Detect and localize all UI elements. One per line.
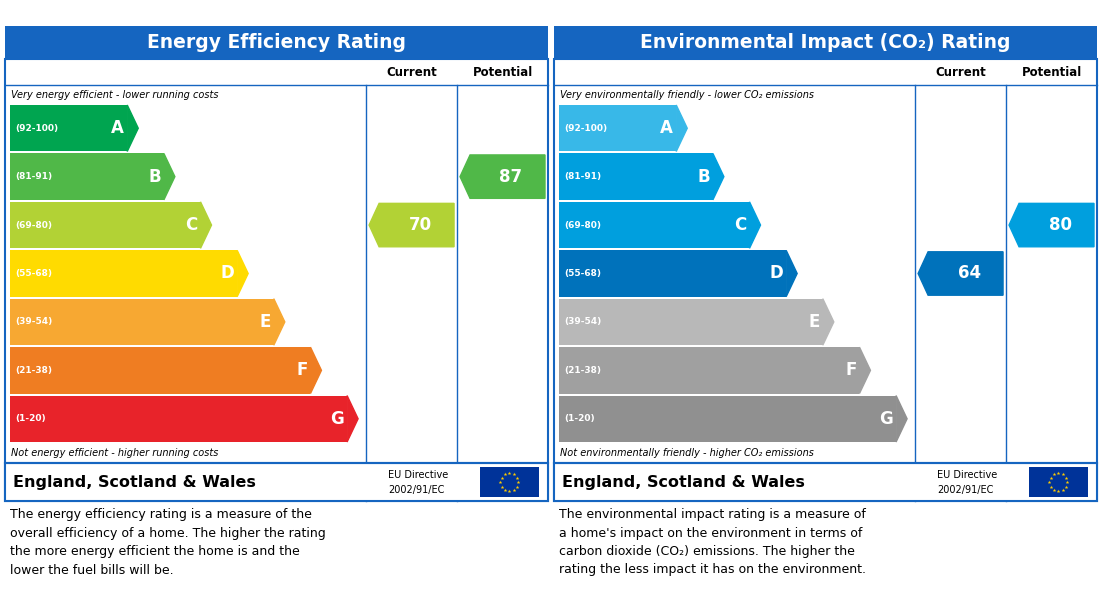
Polygon shape — [749, 202, 760, 248]
Text: Not energy efficient - higher running costs: Not energy efficient - higher running co… — [11, 448, 219, 458]
Text: 87: 87 — [499, 168, 522, 185]
Bar — [559, 105, 676, 152]
Text: 2002/91/EC: 2002/91/EC — [388, 485, 444, 495]
Text: (69-80): (69-80) — [15, 221, 52, 230]
Text: (1-20): (1-20) — [564, 415, 595, 423]
Bar — [10, 395, 348, 442]
Text: The environmental impact rating is a measure of
a home's impact on the environme: The environmental impact rating is a mea… — [559, 508, 866, 577]
Bar — [554, 26, 1097, 59]
Polygon shape — [200, 202, 211, 248]
Text: 70: 70 — [408, 216, 431, 234]
Polygon shape — [859, 347, 870, 394]
Text: E: E — [260, 313, 271, 331]
Text: (92-100): (92-100) — [15, 124, 58, 132]
Text: (39-54): (39-54) — [15, 317, 53, 326]
Bar — [559, 202, 749, 248]
Text: Not environmentally friendly - higher CO₂ emissions: Not environmentally friendly - higher CO… — [560, 448, 814, 458]
Bar — [10, 250, 238, 297]
Text: 64: 64 — [957, 264, 980, 283]
Polygon shape — [676, 105, 688, 152]
Text: G: G — [879, 410, 893, 428]
Text: C: C — [735, 216, 747, 234]
Bar — [559, 395, 896, 442]
Text: B: B — [697, 168, 710, 185]
Bar — [559, 153, 713, 200]
Polygon shape — [896, 395, 907, 442]
Bar — [480, 467, 539, 497]
Text: Potential: Potential — [472, 65, 532, 78]
Text: Environmental Impact (CO₂) Rating: Environmental Impact (CO₂) Rating — [640, 33, 1011, 52]
Bar — [10, 202, 200, 248]
Bar — [559, 250, 786, 297]
Bar — [10, 105, 128, 152]
Text: (69-80): (69-80) — [564, 221, 601, 230]
Text: England, Scotland & Wales: England, Scotland & Wales — [562, 474, 805, 490]
Bar — [10, 153, 164, 200]
Bar — [10, 347, 310, 394]
Text: E: E — [808, 313, 820, 331]
Polygon shape — [128, 105, 139, 152]
Text: C: C — [185, 216, 198, 234]
Text: Current: Current — [935, 65, 986, 78]
Text: B: B — [148, 168, 161, 185]
Polygon shape — [274, 299, 285, 345]
Polygon shape — [786, 250, 798, 297]
Text: Current: Current — [386, 65, 437, 78]
Text: (55-68): (55-68) — [564, 269, 601, 278]
Bar — [554, 59, 1097, 501]
Text: England, Scotland & Wales: England, Scotland & Wales — [13, 474, 256, 490]
Text: (55-68): (55-68) — [15, 269, 52, 278]
Polygon shape — [164, 153, 175, 200]
Polygon shape — [823, 299, 834, 345]
Text: (92-100): (92-100) — [564, 124, 607, 132]
Text: (1-20): (1-20) — [15, 415, 45, 423]
Text: (81-91): (81-91) — [15, 172, 52, 181]
Bar — [559, 299, 823, 345]
Text: EU Directive: EU Directive — [388, 470, 448, 480]
Text: Energy Efficiency Rating: Energy Efficiency Rating — [147, 33, 406, 52]
Polygon shape — [238, 250, 249, 297]
Bar — [6, 463, 548, 501]
Polygon shape — [713, 153, 724, 200]
Text: G: G — [330, 410, 344, 428]
Text: EU Directive: EU Directive — [937, 470, 997, 480]
Text: 80: 80 — [1048, 216, 1071, 234]
Bar — [559, 347, 859, 394]
Text: (39-54): (39-54) — [564, 317, 602, 326]
Bar — [554, 463, 1097, 501]
Text: (81-91): (81-91) — [564, 172, 601, 181]
Text: (21-38): (21-38) — [564, 366, 601, 375]
Bar — [10, 299, 274, 345]
Text: F: F — [296, 362, 308, 379]
Bar — [6, 26, 548, 59]
Bar — [1030, 467, 1088, 497]
Text: Potential: Potential — [1022, 65, 1081, 78]
Bar — [6, 59, 548, 501]
Polygon shape — [918, 252, 1003, 295]
Text: Very energy efficient - lower running costs: Very energy efficient - lower running co… — [11, 89, 219, 100]
Polygon shape — [370, 203, 454, 247]
Text: Very environmentally friendly - lower CO₂ emissions: Very environmentally friendly - lower CO… — [560, 89, 814, 100]
Text: D: D — [220, 264, 234, 283]
Text: The energy efficiency rating is a measure of the
overall efficiency of a home. T: The energy efficiency rating is a measur… — [10, 508, 326, 577]
Polygon shape — [460, 155, 544, 198]
Text: A: A — [111, 120, 124, 137]
Text: A: A — [660, 120, 673, 137]
Text: (21-38): (21-38) — [15, 366, 52, 375]
Text: F: F — [845, 362, 857, 379]
Polygon shape — [1009, 203, 1094, 247]
Polygon shape — [310, 347, 321, 394]
Text: 2002/91/EC: 2002/91/EC — [937, 485, 993, 495]
Text: D: D — [769, 264, 783, 283]
Polygon shape — [348, 395, 359, 442]
